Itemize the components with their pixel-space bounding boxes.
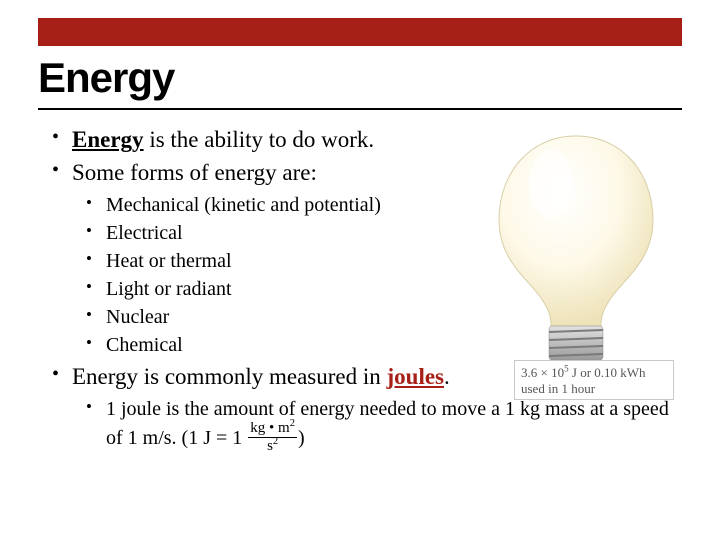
title-underline [38,108,682,110]
term-energy: Energy [72,127,144,152]
slide-title: Energy [38,54,174,102]
bulb-caption: 3.6 × 105 J or 0.10 kWh used in 1 hour [514,360,674,400]
joules-pre: Energy is commonly measured in [72,364,387,389]
lightbulb-figure: 3.6 × 105 J or 0.10 kWh used in 1 hour [479,130,674,420]
term-joules: joules [387,364,445,389]
header-accent-bar [38,18,682,46]
caption-line1-b: J or 0.10 kWh [569,365,646,380]
joule-fraction: kg • m2s2 [248,421,297,454]
caption-line2: used in 1 hour [521,381,595,396]
joules-post: . [444,364,450,389]
joule-def-post: ) [298,427,305,449]
term-energy-rest: is the ability to do work. [144,127,375,152]
caption-line1-a: 3.6 × 10 [521,365,564,380]
